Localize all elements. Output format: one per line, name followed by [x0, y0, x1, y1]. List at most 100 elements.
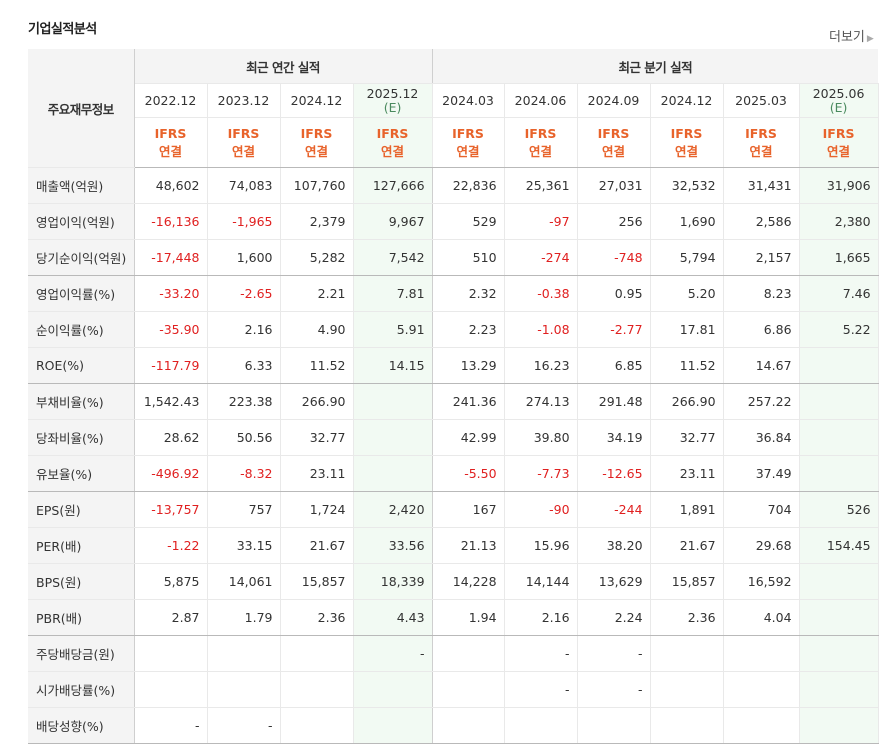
table-cell: 14,228: [432, 563, 505, 600]
table-cell: 42.99: [432, 419, 505, 456]
table-cell: 5,282: [280, 239, 354, 276]
table-cell: 50.56: [207, 419, 281, 456]
table-row: 배당성향(%) - -: [28, 707, 879, 744]
table-cell: 1,891: [650, 491, 724, 528]
row-label: EPS(원): [28, 491, 135, 528]
table-cell: 32,532: [650, 167, 724, 204]
table-cell: 6.33: [207, 347, 281, 384]
group-quarterly-header: 최근 분기 실적: [432, 49, 879, 84]
table-cell: 2,380: [799, 203, 879, 240]
table-cell: -: [577, 671, 651, 708]
table-cell: 4.90: [280, 311, 354, 348]
table-cell: 154.45: [799, 527, 879, 564]
table-cell: 16.23: [504, 347, 578, 384]
table-row: 매출액(억원) 48,602 74,083 107,760 127,666 22,836 2…: [28, 167, 879, 204]
period-header: 2024.06: [504, 83, 578, 118]
table-cell: [799, 707, 879, 744]
consolidated-label: 연결: [749, 143, 773, 159]
ifrs-label: IFRS: [524, 125, 557, 141]
table-cell: -35.90: [134, 311, 208, 348]
table-cell: 5.91: [353, 311, 433, 348]
table-cell: 266.90: [280, 383, 354, 420]
table-cell: [134, 671, 208, 708]
table-cell: -1.22: [134, 527, 208, 564]
table-cell: 9,967: [353, 203, 433, 240]
ifrs-header: IFRS 연결: [577, 117, 651, 168]
table-cell: -1.08: [504, 311, 578, 348]
table-row: 유보율(%) -496.92 -8.32 23.11 -5.50 -7.73 -12.65 2…: [28, 455, 879, 492]
table-cell: 2.16: [504, 599, 578, 636]
table-cell: 32.77: [280, 419, 354, 456]
row-label: ROE(%): [28, 347, 135, 384]
table-cell: 241.36: [432, 383, 505, 420]
table-cell: 38.20: [577, 527, 651, 564]
table-cell: 510: [432, 239, 505, 276]
table-cell: 167: [432, 491, 505, 528]
ifrs-header: IFRS 연결: [799, 117, 879, 168]
table-cell: -0.38: [504, 275, 578, 312]
table-cell: 7.46: [799, 275, 879, 312]
row-label: 영업이익(억원): [28, 203, 135, 240]
table-cell: -274: [504, 239, 578, 276]
table-cell: -: [134, 707, 208, 744]
table-cell: 107,760: [280, 167, 354, 204]
table-cell: [207, 671, 281, 708]
ifrs-label: IFRS: [376, 125, 409, 141]
consolidated-label: 연결: [675, 143, 699, 159]
ifrs-label: IFRS: [670, 125, 703, 141]
table-cell: 21.67: [280, 527, 354, 564]
table-cell: -2.77: [577, 311, 651, 348]
table-cell: 2,157: [723, 239, 800, 276]
more-label[interactable]: 더보기: [829, 30, 865, 45]
ifrs-label: IFRS: [300, 125, 333, 141]
consolidated-label: 연결: [827, 143, 851, 159]
period-row: 2022.12 2023.12 2024.12 2025.12 (E) 2024.03 20…: [28, 83, 879, 118]
ifrs-header: IFRS 연결: [207, 117, 281, 168]
table-cell: 257.22: [723, 383, 800, 420]
table-cell: [353, 707, 433, 744]
header-label-cell: 주요재무정보: [28, 49, 135, 168]
table-cell: [504, 707, 578, 744]
table-cell: 2.32: [432, 275, 505, 312]
table-cell: 2.36: [280, 599, 354, 636]
more-link[interactable]: 더보기 ▶: [829, 26, 874, 45]
table-cell: 32.77: [650, 419, 724, 456]
table-row: BPS(원) 5,875 14,061 15,857 18,339 14,228 14,14…: [28, 563, 879, 600]
period-header: 2023.12: [207, 83, 281, 118]
table-cell: 291.48: [577, 383, 651, 420]
table-cell: 526: [799, 491, 879, 528]
table-cell: 23.11: [280, 455, 354, 492]
table-cell: 15,857: [650, 563, 724, 600]
table-cell: 48,602: [134, 167, 208, 204]
table-cell: -97: [504, 203, 578, 240]
group-annual-header: 최근 연간 실적: [134, 49, 433, 84]
table-cell: 36.84: [723, 419, 800, 456]
period-header: 2025.03: [723, 83, 800, 118]
table-cell: 529: [432, 203, 505, 240]
row-label: 영업이익률(%): [28, 275, 135, 312]
ifrs-header: IFRS 연결: [650, 117, 724, 168]
table-cell: -12.65: [577, 455, 651, 492]
table-row: 주당배당금(원) - - -: [28, 635, 879, 672]
consolidated-label: 연결: [529, 143, 553, 159]
table-cell: 74,083: [207, 167, 281, 204]
period-date: 2025.03: [735, 92, 787, 108]
table-cell: 5,794: [650, 239, 724, 276]
table-cell: [432, 671, 505, 708]
table-cell: 17.81: [650, 311, 724, 348]
table-row: 영업이익(억원) -16,136 -1,965 2,379 9,967 529 -97 256…: [28, 203, 879, 240]
table-cell: [353, 671, 433, 708]
row-label: BPS(원): [28, 563, 135, 600]
row-label: 시가배당률(%): [28, 671, 135, 708]
table-cell: 0.95: [577, 275, 651, 312]
table-cell: 15.96: [504, 527, 578, 564]
row-label: 주당배당금(원): [28, 635, 135, 672]
table-row: PER(배) -1.22 33.15 21.67 33.56 21.13 15.96 38.2…: [28, 527, 879, 564]
ifrs-header: IFRS 연결: [353, 117, 433, 168]
period-date: 2025.06: [812, 85, 865, 101]
consolidated-label: 연결: [456, 143, 480, 159]
table-cell: 21.13: [432, 527, 505, 564]
period-date: 2024.06: [514, 92, 567, 108]
table-cell: 34.19: [577, 419, 651, 456]
consolidated-label: 연결: [381, 143, 405, 159]
